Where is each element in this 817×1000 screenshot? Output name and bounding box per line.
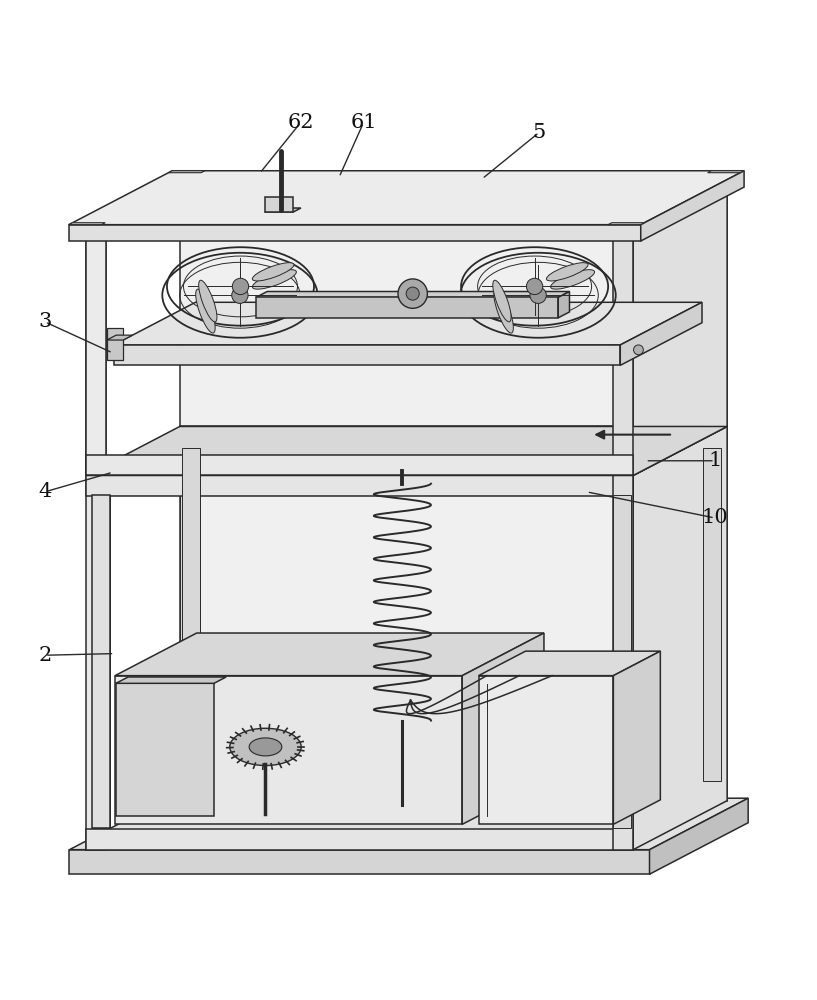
Polygon shape bbox=[69, 850, 650, 874]
Polygon shape bbox=[69, 223, 105, 225]
Polygon shape bbox=[115, 676, 462, 824]
Polygon shape bbox=[180, 190, 727, 426]
Circle shape bbox=[398, 279, 427, 308]
Polygon shape bbox=[265, 208, 301, 212]
Text: 3: 3 bbox=[38, 312, 51, 331]
Ellipse shape bbox=[252, 270, 297, 289]
Polygon shape bbox=[613, 475, 633, 850]
Polygon shape bbox=[613, 239, 633, 475]
Polygon shape bbox=[641, 171, 744, 241]
Polygon shape bbox=[69, 225, 641, 241]
Polygon shape bbox=[92, 495, 109, 828]
Ellipse shape bbox=[547, 263, 588, 281]
Polygon shape bbox=[479, 676, 614, 824]
Ellipse shape bbox=[249, 738, 282, 756]
Polygon shape bbox=[256, 297, 558, 318]
Polygon shape bbox=[86, 475, 633, 496]
Text: 5: 5 bbox=[533, 123, 546, 142]
Ellipse shape bbox=[494, 289, 513, 333]
Polygon shape bbox=[116, 683, 214, 816]
Ellipse shape bbox=[252, 263, 294, 281]
Polygon shape bbox=[86, 455, 633, 475]
Text: 62: 62 bbox=[288, 113, 314, 132]
Ellipse shape bbox=[196, 289, 215, 333]
Polygon shape bbox=[182, 448, 200, 781]
Text: 1: 1 bbox=[708, 451, 721, 470]
Circle shape bbox=[232, 278, 248, 295]
Polygon shape bbox=[265, 197, 293, 212]
Ellipse shape bbox=[230, 728, 301, 766]
Polygon shape bbox=[703, 448, 721, 781]
Polygon shape bbox=[86, 426, 727, 475]
Polygon shape bbox=[106, 426, 707, 475]
Circle shape bbox=[406, 287, 419, 300]
Polygon shape bbox=[462, 633, 544, 824]
Text: 2: 2 bbox=[38, 646, 51, 665]
Text: 10: 10 bbox=[702, 508, 728, 527]
Polygon shape bbox=[86, 239, 106, 475]
Ellipse shape bbox=[493, 280, 511, 322]
Polygon shape bbox=[115, 633, 544, 676]
Polygon shape bbox=[620, 302, 702, 365]
Polygon shape bbox=[558, 292, 569, 318]
Polygon shape bbox=[633, 190, 727, 475]
Polygon shape bbox=[633, 426, 727, 850]
Polygon shape bbox=[92, 495, 109, 828]
Circle shape bbox=[530, 287, 547, 303]
Text: 61: 61 bbox=[350, 113, 377, 132]
Polygon shape bbox=[708, 171, 744, 173]
Polygon shape bbox=[168, 171, 205, 173]
Text: 4: 4 bbox=[38, 482, 51, 501]
Polygon shape bbox=[107, 328, 123, 360]
Polygon shape bbox=[86, 475, 106, 850]
Circle shape bbox=[633, 345, 643, 355]
Polygon shape bbox=[107, 335, 132, 340]
Polygon shape bbox=[614, 651, 660, 824]
Polygon shape bbox=[256, 292, 569, 297]
Polygon shape bbox=[86, 829, 633, 850]
Circle shape bbox=[232, 287, 248, 303]
Polygon shape bbox=[650, 798, 748, 874]
Polygon shape bbox=[86, 239, 106, 475]
Polygon shape bbox=[613, 495, 631, 828]
Polygon shape bbox=[116, 677, 226, 683]
Circle shape bbox=[526, 278, 542, 295]
Polygon shape bbox=[114, 302, 702, 345]
Polygon shape bbox=[69, 798, 748, 850]
Ellipse shape bbox=[199, 280, 217, 322]
Ellipse shape bbox=[551, 270, 595, 289]
Polygon shape bbox=[180, 426, 727, 801]
Polygon shape bbox=[608, 223, 645, 225]
Polygon shape bbox=[180, 426, 200, 801]
Polygon shape bbox=[114, 345, 620, 365]
Polygon shape bbox=[69, 171, 744, 225]
Polygon shape bbox=[479, 651, 660, 676]
